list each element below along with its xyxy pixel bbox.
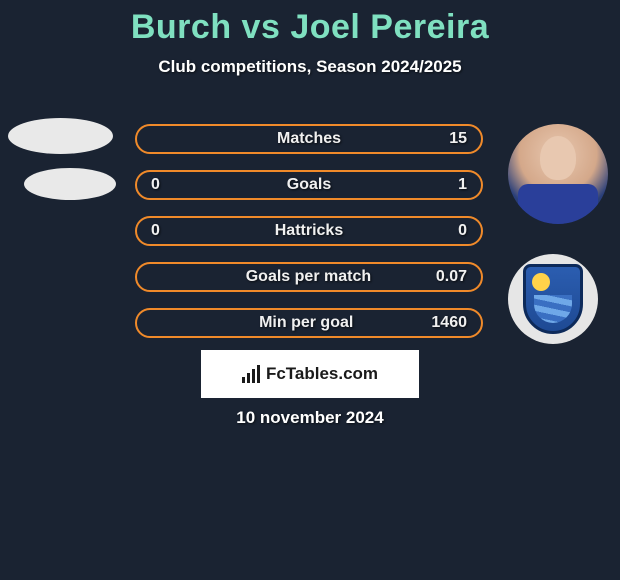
left-avatar-column [8, 118, 116, 200]
stat-right-value: 0.07 [436, 268, 467, 286]
crest-shield-icon [523, 264, 583, 334]
watermark-badge: FcTables.com [201, 350, 419, 398]
stat-row-goals: 0 Goals 1 [135, 170, 483, 200]
stat-right-value: 0 [437, 222, 467, 240]
comparison-title: Burch vs Joel Pereira [0, 0, 620, 47]
stat-row-matches: Matches 15 [135, 124, 483, 154]
left-club-crest-placeholder [24, 168, 116, 200]
stat-left-value: 0 [151, 222, 181, 240]
player-left-name: Burch [131, 8, 232, 46]
player-right-name: Joel Pereira [290, 8, 489, 46]
stats-panel: Matches 15 0 Goals 1 0 Hattricks 0 Goals… [135, 124, 483, 338]
stat-row-min-per-goal: Min per goal 1460 [135, 308, 483, 338]
stat-right-value: 15 [437, 130, 467, 148]
right-avatar-column [508, 124, 608, 344]
date-label: 10 november 2024 [0, 408, 620, 428]
bar-chart-icon [242, 365, 260, 383]
stat-label: Goals per match [181, 268, 436, 286]
right-club-crest [508, 254, 598, 344]
subtitle: Club competitions, Season 2024/2025 [0, 57, 620, 77]
left-player-avatar-placeholder [8, 118, 113, 154]
stat-right-value: 1460 [431, 314, 467, 332]
stat-row-goals-per-match: Goals per match 0.07 [135, 262, 483, 292]
stat-right-value: 1 [437, 176, 467, 194]
watermark-text: FcTables.com [266, 364, 378, 384]
title-vs: vs [242, 8, 281, 46]
stat-left-value: 0 [151, 176, 181, 194]
stat-label: Min per goal [181, 314, 431, 332]
stat-label: Matches [181, 130, 437, 148]
right-player-avatar [508, 124, 608, 224]
stat-label: Hattricks [181, 222, 437, 240]
stat-row-hattricks: 0 Hattricks 0 [135, 216, 483, 246]
stat-label: Goals [181, 176, 437, 194]
